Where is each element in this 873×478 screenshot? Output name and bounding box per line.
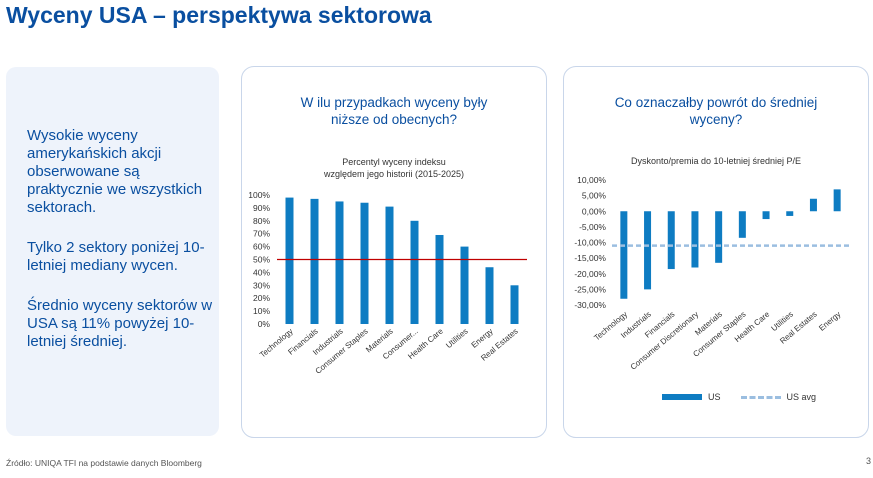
y-tick-label: 70%	[253, 229, 270, 239]
y-tick-label: -20,00%	[574, 269, 606, 279]
bar-utilities	[460, 246, 469, 324]
y-tick-label: -25,00%	[574, 284, 606, 294]
percentile-chart-svg: 0%10%20%30%40%50%60%70%80%90%100%Technol…	[248, 190, 527, 376]
chart-legend: US US avg	[662, 392, 816, 402]
discount-chart-title: Dyskonto/premia do 10-letniej średniej P…	[630, 156, 802, 166]
bar-real-estates	[809, 198, 817, 212]
bar-technology	[620, 211, 628, 299]
source-note: Źródło: UNIQA TFI na podstawie danych Bl…	[6, 458, 202, 468]
y-tick-label: -15,00%	[574, 253, 606, 263]
bar-financials	[310, 198, 319, 324]
bar-industrials	[644, 211, 652, 290]
legend-swatch-us-avg	[740, 395, 781, 399]
legend-label-us-avg: US avg	[786, 392, 817, 402]
bar-health-care	[762, 211, 770, 220]
y-tick-label: 0%	[258, 319, 271, 329]
y-tick-label: 50%	[253, 255, 270, 265]
discount-card-title: Co oznaczałby powrót do średniej wyceny?	[614, 95, 818, 127]
bar-health-care	[435, 234, 444, 324]
y-tick-label: 40%	[253, 267, 270, 277]
summary-paragraph-2: Tylko 2 sektory poniżej 10-letniej media…	[27, 239, 205, 274]
bar-consumer-staples	[738, 211, 746, 238]
bar-utilities	[786, 211, 794, 216]
page-title: Wyceny USA – perspektywa sektorowa	[6, 2, 432, 28]
y-tick-label: -5,00%	[579, 222, 606, 232]
y-tick-label: 30%	[253, 280, 270, 290]
y-tick-label: 10,00%	[577, 175, 606, 185]
y-tick-label: 100%	[248, 190, 270, 200]
page-number: 3	[865, 456, 871, 466]
y-tick-label: 90%	[253, 203, 270, 213]
bar-materials	[385, 206, 394, 324]
percentile-card-title: W ilu przypadkach wyceny były niższe od …	[300, 95, 488, 127]
y-tick-label: 60%	[253, 242, 270, 252]
y-tick-label: 10%	[253, 306, 270, 316]
bar-financials	[667, 211, 675, 270]
summary-panel	[6, 67, 219, 436]
summary-paragraph-3: Średnio wyceny sektorów w USA są 11% pow…	[27, 297, 213, 350]
y-tick-label: 80%	[253, 216, 270, 226]
bar-consumer-staples	[360, 202, 369, 324]
bar-consumer-discretionary	[691, 211, 699, 268]
bar-real-estates	[510, 285, 519, 324]
legend-label-us: US	[708, 392, 721, 402]
y-tick-label: -10,00%	[574, 238, 606, 248]
discount-chart-card: Co oznaczałby powrót do średniej wyceny?…	[563, 66, 869, 438]
bar-technology	[285, 197, 294, 324]
y-tick-label: -30,00%	[574, 300, 606, 310]
legend-swatch-us	[662, 394, 702, 400]
bar-industrials	[335, 201, 344, 324]
y-tick-label: 0,00%	[582, 206, 607, 216]
bar-consumer	[410, 220, 419, 324]
bar-energy	[485, 267, 494, 324]
percentile-chart-title: Percentyl wyceny indeksu względem jego h…	[323, 157, 465, 179]
y-tick-label: 20%	[253, 293, 270, 303]
summary-paragraph-1: Wysokie wyceny amerykańskich akcji obser…	[27, 127, 203, 216]
bar-energy	[833, 189, 841, 212]
x-tick-label: Energy	[817, 310, 842, 333]
discount-chart-svg: -30,00% -25,00% -20,00% -15,00% -10,00% -5,00…	[574, 175, 849, 372]
y-tick-label: 5,00%	[582, 191, 607, 201]
x-tick-label: Utilities	[444, 327, 470, 350]
bar-materials	[715, 211, 723, 263]
percentile-chart-card: W ilu przypadkach wyceny były niższe od …	[241, 66, 547, 438]
